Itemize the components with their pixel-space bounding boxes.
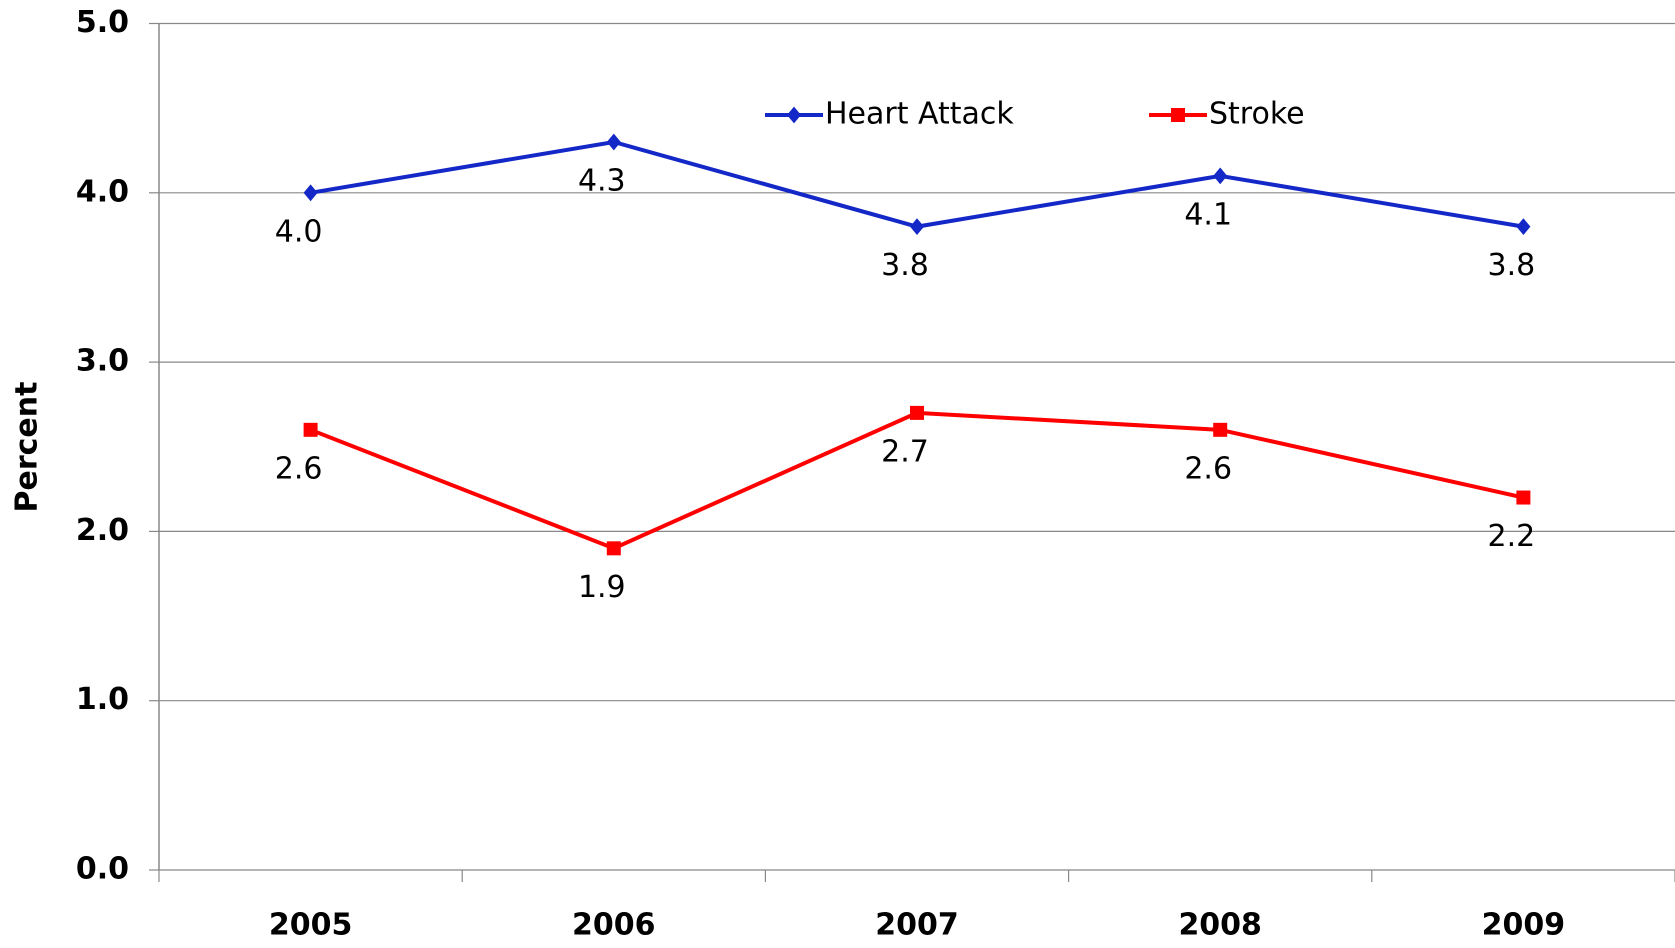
legend-marker xyxy=(1171,108,1185,122)
legend-label: Stroke xyxy=(1209,97,1305,132)
data-label: 3.8 xyxy=(881,248,929,283)
legend-label: Heart Attack xyxy=(825,97,1014,132)
y-tick-label: 2.0 xyxy=(76,513,129,548)
data-point xyxy=(606,541,621,556)
data-point xyxy=(1213,422,1228,437)
data-point xyxy=(303,184,318,202)
data-point xyxy=(1516,490,1531,505)
data-label: 2.6 xyxy=(275,451,323,486)
series-line xyxy=(310,139,1524,229)
legend-marker xyxy=(787,106,801,124)
y-tick-label: 5.0 xyxy=(76,5,129,40)
data-point xyxy=(1213,167,1228,185)
data-label: 2.7 xyxy=(881,434,929,469)
data-point xyxy=(303,422,318,437)
data-point xyxy=(1516,218,1531,236)
data-label: 4.0 xyxy=(275,214,323,249)
data-label: 4.1 xyxy=(1184,197,1232,232)
x-tick-label: 2008 xyxy=(1178,908,1262,943)
y-tick-label: 4.0 xyxy=(76,174,129,209)
data-point xyxy=(910,218,924,236)
x-tick-label: 2009 xyxy=(1482,908,1566,943)
series-line xyxy=(309,410,1524,551)
x-tick-label: 2005 xyxy=(269,908,353,943)
data-point xyxy=(606,133,621,151)
y-tick-label: 3.0 xyxy=(76,344,129,379)
data-label: 4.3 xyxy=(578,164,626,199)
y-tick-label: 1.0 xyxy=(76,682,129,717)
y-tick-label: 0.0 xyxy=(76,852,129,887)
x-tick-label: 2006 xyxy=(572,908,656,943)
data-label: 2.6 xyxy=(1184,451,1232,486)
y-axis-label: Percent xyxy=(10,382,45,513)
x-tick-label: 2007 xyxy=(875,908,959,943)
data-label: 2.2 xyxy=(1488,519,1536,554)
data-label: 3.8 xyxy=(1488,248,1536,283)
data-label: 1.9 xyxy=(578,570,626,605)
data-point xyxy=(910,405,924,420)
